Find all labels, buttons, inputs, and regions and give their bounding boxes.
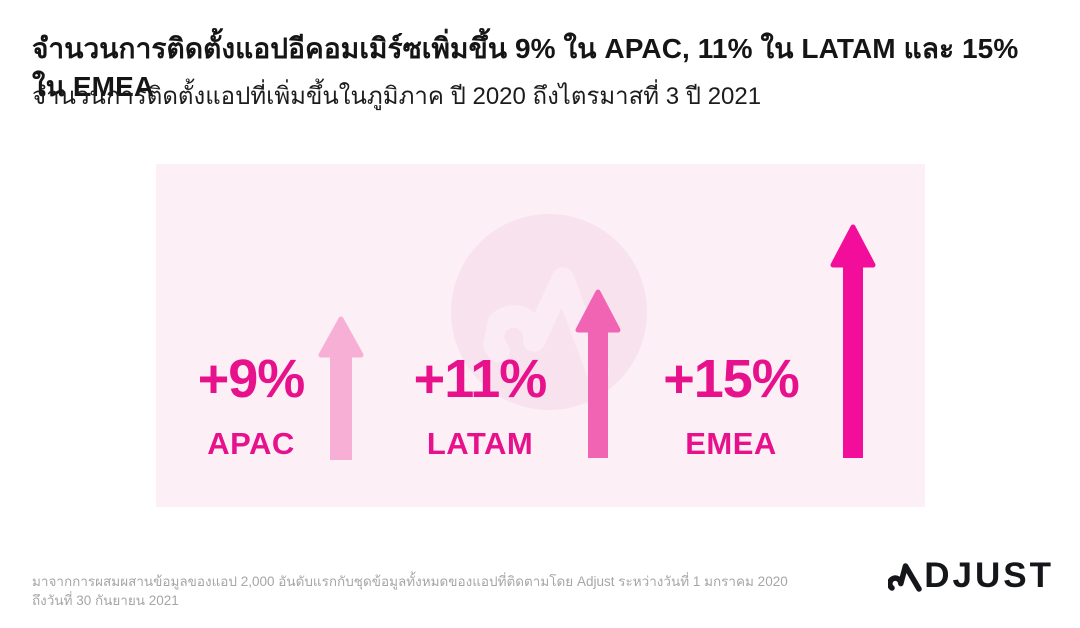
value-label-apac: +9% — [197, 349, 306, 409]
adjust-a-logo-glyph — [888, 563, 922, 592]
value-label-emea: +15% — [663, 349, 800, 409]
growth-arrow-apac — [318, 316, 364, 460]
category-label-emea: EMEA — [685, 426, 777, 461]
page-title: จำนวนการติดตั้งแอปอีคอมเมิร์ซเพิ่มขึ้น 9… — [32, 33, 1019, 102]
adjust-logo: DJUST — [888, 558, 1054, 593]
growth-arrow-emea — [830, 224, 876, 458]
category-label-latam: LATAM — [426, 426, 534, 461]
adjust-watermark-icon — [451, 214, 647, 410]
source-note: มาจากการผสมผสานข้อมูลของแอป 2,000 อันดับ… — [32, 574, 788, 608]
growth-arrow-latam — [575, 289, 621, 458]
chart-panel: +9% +11% +15% APAC LATAM EMEA — [156, 164, 925, 507]
adjust-wordmark-text: DJUST — [924, 556, 1054, 595]
adjust-a-watermark-glyph — [481, 267, 610, 384]
page-subtitle: จำนวนการติดตั้งแอปที่เพิ่มขึ้นในภูมิภาค … — [32, 83, 762, 110]
value-label-latam: +11% — [413, 349, 548, 409]
category-label-apac: APAC — [207, 426, 295, 461]
